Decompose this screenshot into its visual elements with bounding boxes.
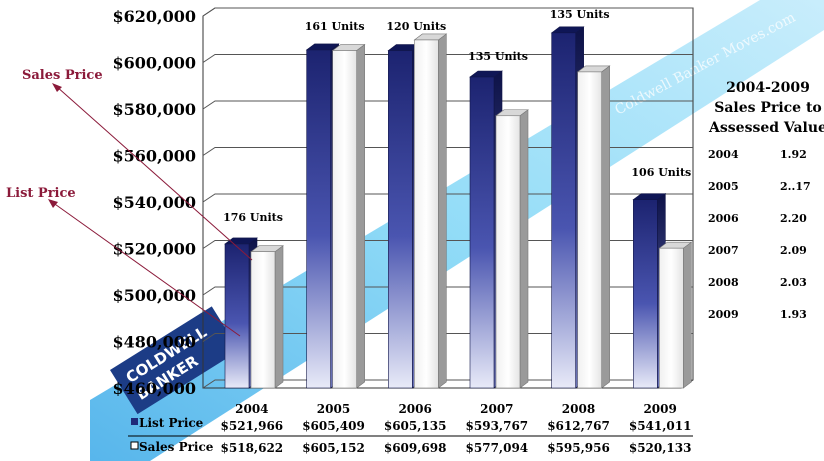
table-list-price: $605,409: [302, 419, 365, 433]
y-axis-ticks: $460,000 $480,000 $500,000 $520,000 $540,000…: [113, 7, 197, 398]
y-tick-label: $540,000: [113, 193, 197, 212]
bar-sales-price: [658, 241, 693, 389]
gridline: [202, 147, 693, 156]
table-sales-price: $605,152: [302, 441, 365, 455]
gridline: [202, 286, 693, 296]
y-tick-label: $580,000: [113, 100, 197, 119]
data-table: List Price Sales Price 2004 $521,966 $518,…: [128, 402, 693, 455]
svg-text:Sales Price: Sales Price: [139, 440, 214, 454]
y-tick-label: $600,000: [113, 54, 197, 73]
table-year: 2009: [643, 402, 676, 416]
annotation-sales-price: Sales Price: [22, 68, 103, 83]
logo-box: [109, 306, 240, 415]
ratio-row: 2005 2..17: [708, 180, 818, 198]
ratio-value: 2.03: [780, 276, 807, 289]
table-year: 2006: [398, 402, 431, 416]
unit-label: 135 Units: [550, 8, 610, 21]
ratio-year: 2006: [708, 212, 739, 225]
y-tick-label: $460,000: [113, 379, 197, 398]
ratio-row: 2009 1.93: [708, 308, 818, 326]
bar-sales-price: [250, 245, 284, 389]
ratio-value: 2..17: [780, 180, 811, 193]
arrow-head-sales-icon: [52, 83, 62, 92]
gridline: [202, 240, 693, 249]
table-sales-price: $609,698: [384, 441, 447, 455]
table-list-price: $541,011: [629, 419, 692, 433]
bar-sales-price: [495, 109, 529, 389]
gridlines: [202, 7, 693, 389]
ratio-year: 2009: [708, 308, 739, 321]
gridline: [202, 379, 693, 389]
table-year: 2004: [235, 402, 268, 416]
bar-sales-price: [331, 43, 366, 389]
ratio-row: 2007 2.09: [708, 244, 818, 262]
side-panel-title: 2004-2009 Sales Price to Assessed Value: [706, 78, 824, 138]
y-tick-label: $520,000: [113, 240, 197, 259]
ratio-value: 2.20: [780, 212, 807, 225]
table-list-price: $605,135: [384, 419, 447, 433]
table-year: 2007: [480, 402, 513, 416]
gridline: [202, 7, 693, 17]
watermark-banner: COLDWELL BANKER Coldwell Banker Moves.co…: [90, 0, 824, 461]
ratio-row: 2008 2.03: [708, 276, 818, 294]
legend-sales-price: Sales Price: [130, 440, 214, 454]
side-title-line-1: 2004-2009: [726, 80, 810, 96]
annotation-arrow-sales: [55, 85, 253, 261]
side-title-line-3: Assessed Value: [709, 120, 824, 136]
svg-text:List Price: List Price: [139, 416, 204, 430]
gridline: [202, 333, 693, 342]
annotation-arrow-list: [51, 201, 241, 337]
ratio-row: 2004 1.92: [708, 148, 818, 166]
bar-sales-price: [576, 65, 611, 389]
annotation-list-price: List Price: [6, 186, 76, 201]
y-tick-label: $480,000: [113, 333, 197, 352]
table-list-price: $521,966: [221, 419, 284, 433]
table-year: 2008: [562, 402, 595, 416]
y-tick-label: $620,000: [113, 7, 197, 26]
unit-label: 106 Units: [631, 166, 691, 179]
table-list-price: $612,767: [547, 419, 610, 433]
table-sales-price: $520,133: [629, 441, 692, 455]
unit-labels: 176 Units 161 Units 120 Units 135 Units 135 …: [223, 8, 691, 224]
ratio-year: 2005: [708, 180, 739, 193]
table-sales-price: $577,094: [466, 441, 529, 455]
unit-label: 135 Units: [468, 50, 528, 63]
unit-label: 176 Units: [223, 211, 283, 224]
y-tick-label: $560,000: [113, 147, 197, 166]
arrow-head-list-icon: [48, 199, 58, 208]
ratio-value: 2.09: [780, 244, 807, 257]
ratio-year: 2008: [708, 276, 739, 289]
legend-list-price: List Price: [131, 416, 204, 430]
unit-label: 161 Units: [305, 20, 365, 33]
y-tick-label: $500,000: [113, 286, 197, 305]
gridline: [202, 100, 693, 110]
side-title-line-2: Sales Price to: [714, 100, 822, 116]
gridline: [202, 193, 693, 203]
ratio-year: 2004: [708, 148, 739, 161]
ratio-row: 2006 2.20: [708, 212, 818, 230]
bar-sales-price: [413, 33, 448, 389]
gridline: [202, 54, 693, 63]
ratio-year: 2007: [708, 244, 739, 257]
table-sales-price: $518,622: [221, 441, 284, 455]
annotations: Sales Price List Price: [6, 68, 253, 337]
table-sales-price: $595,956: [547, 441, 610, 455]
unit-label: 120 Units: [386, 20, 446, 33]
table-list-price: $593,767: [466, 419, 529, 433]
ratio-value: 1.93: [780, 308, 807, 321]
ratio-value: 1.92: [780, 148, 807, 161]
bars: [224, 26, 693, 389]
table-year: 2005: [317, 402, 350, 416]
